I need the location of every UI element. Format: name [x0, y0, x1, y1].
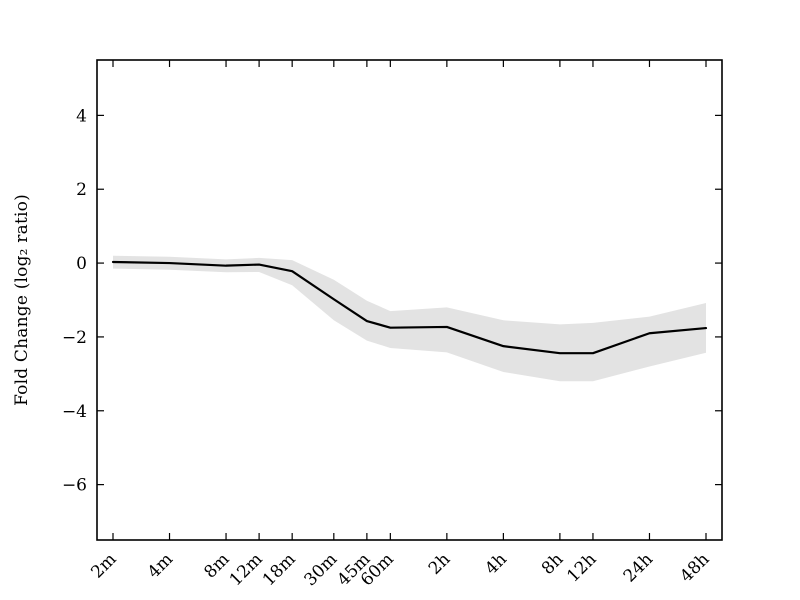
y-tick-label: 4: [76, 106, 87, 126]
confidence-band: [113, 255, 706, 382]
x-tick-label: 4m: [144, 549, 177, 582]
x-tick-label: 2h: [425, 549, 455, 579]
x-tick-label: 4h: [481, 549, 511, 579]
x-tick-label: 12m: [226, 549, 267, 590]
x-tick-label: 18m: [259, 549, 300, 590]
axes-box: [96, 59, 723, 541]
y-tick-label: −6: [62, 476, 87, 496]
x-tick-label: 8h: [538, 549, 568, 579]
x-tick-label: 30m: [301, 549, 342, 590]
y-tick-label: −4: [62, 402, 87, 422]
x-tick-label: 48h: [676, 549, 713, 586]
x-tick-label: 12h: [563, 549, 600, 586]
y-axis-label-text: Fold Change (log₂ ratio): [12, 194, 32, 406]
y-tick-label: 2: [76, 180, 87, 200]
y-tick-label: 0: [76, 254, 87, 274]
x-tick-label: 2m: [87, 549, 120, 582]
y-tick-label: −2: [62, 328, 87, 348]
x-tick-label: 24h: [620, 549, 657, 586]
mean-line: [111, 260, 708, 355]
